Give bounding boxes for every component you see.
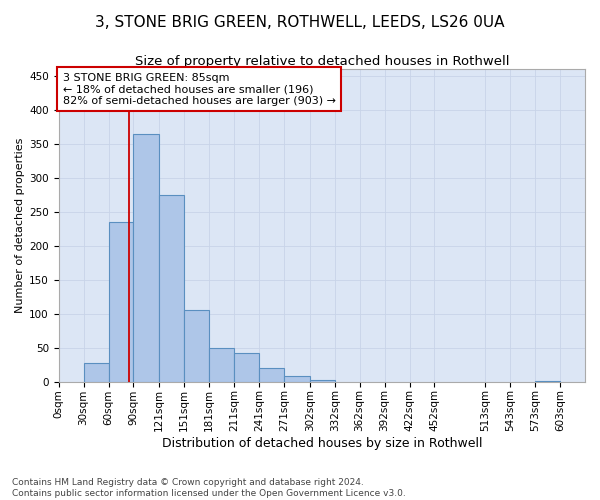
Bar bbox=[159, 195, 184, 382]
Bar bbox=[133, 134, 159, 382]
Y-axis label: Number of detached properties: Number of detached properties bbox=[15, 138, 25, 313]
Text: 3, STONE BRIG GREEN, ROTHWELL, LEEDS, LS26 0UA: 3, STONE BRIG GREEN, ROTHWELL, LEEDS, LS… bbox=[95, 15, 505, 30]
Text: 3 STONE BRIG GREEN: 85sqm
← 18% of detached houses are smaller (196)
82% of semi: 3 STONE BRIG GREEN: 85sqm ← 18% of detac… bbox=[63, 72, 336, 106]
Title: Size of property relative to detached houses in Rothwell: Size of property relative to detached ho… bbox=[134, 55, 509, 68]
Bar bbox=[109, 222, 133, 382]
X-axis label: Distribution of detached houses by size in Rothwell: Distribution of detached houses by size … bbox=[161, 437, 482, 450]
Bar bbox=[234, 353, 259, 382]
Bar bbox=[535, 381, 560, 382]
Bar bbox=[259, 368, 284, 382]
Text: Contains HM Land Registry data © Crown copyright and database right 2024.
Contai: Contains HM Land Registry data © Crown c… bbox=[12, 478, 406, 498]
Bar bbox=[209, 348, 234, 382]
Bar bbox=[310, 380, 335, 382]
Bar bbox=[184, 310, 209, 382]
Bar bbox=[83, 362, 109, 382]
Bar bbox=[284, 376, 310, 382]
